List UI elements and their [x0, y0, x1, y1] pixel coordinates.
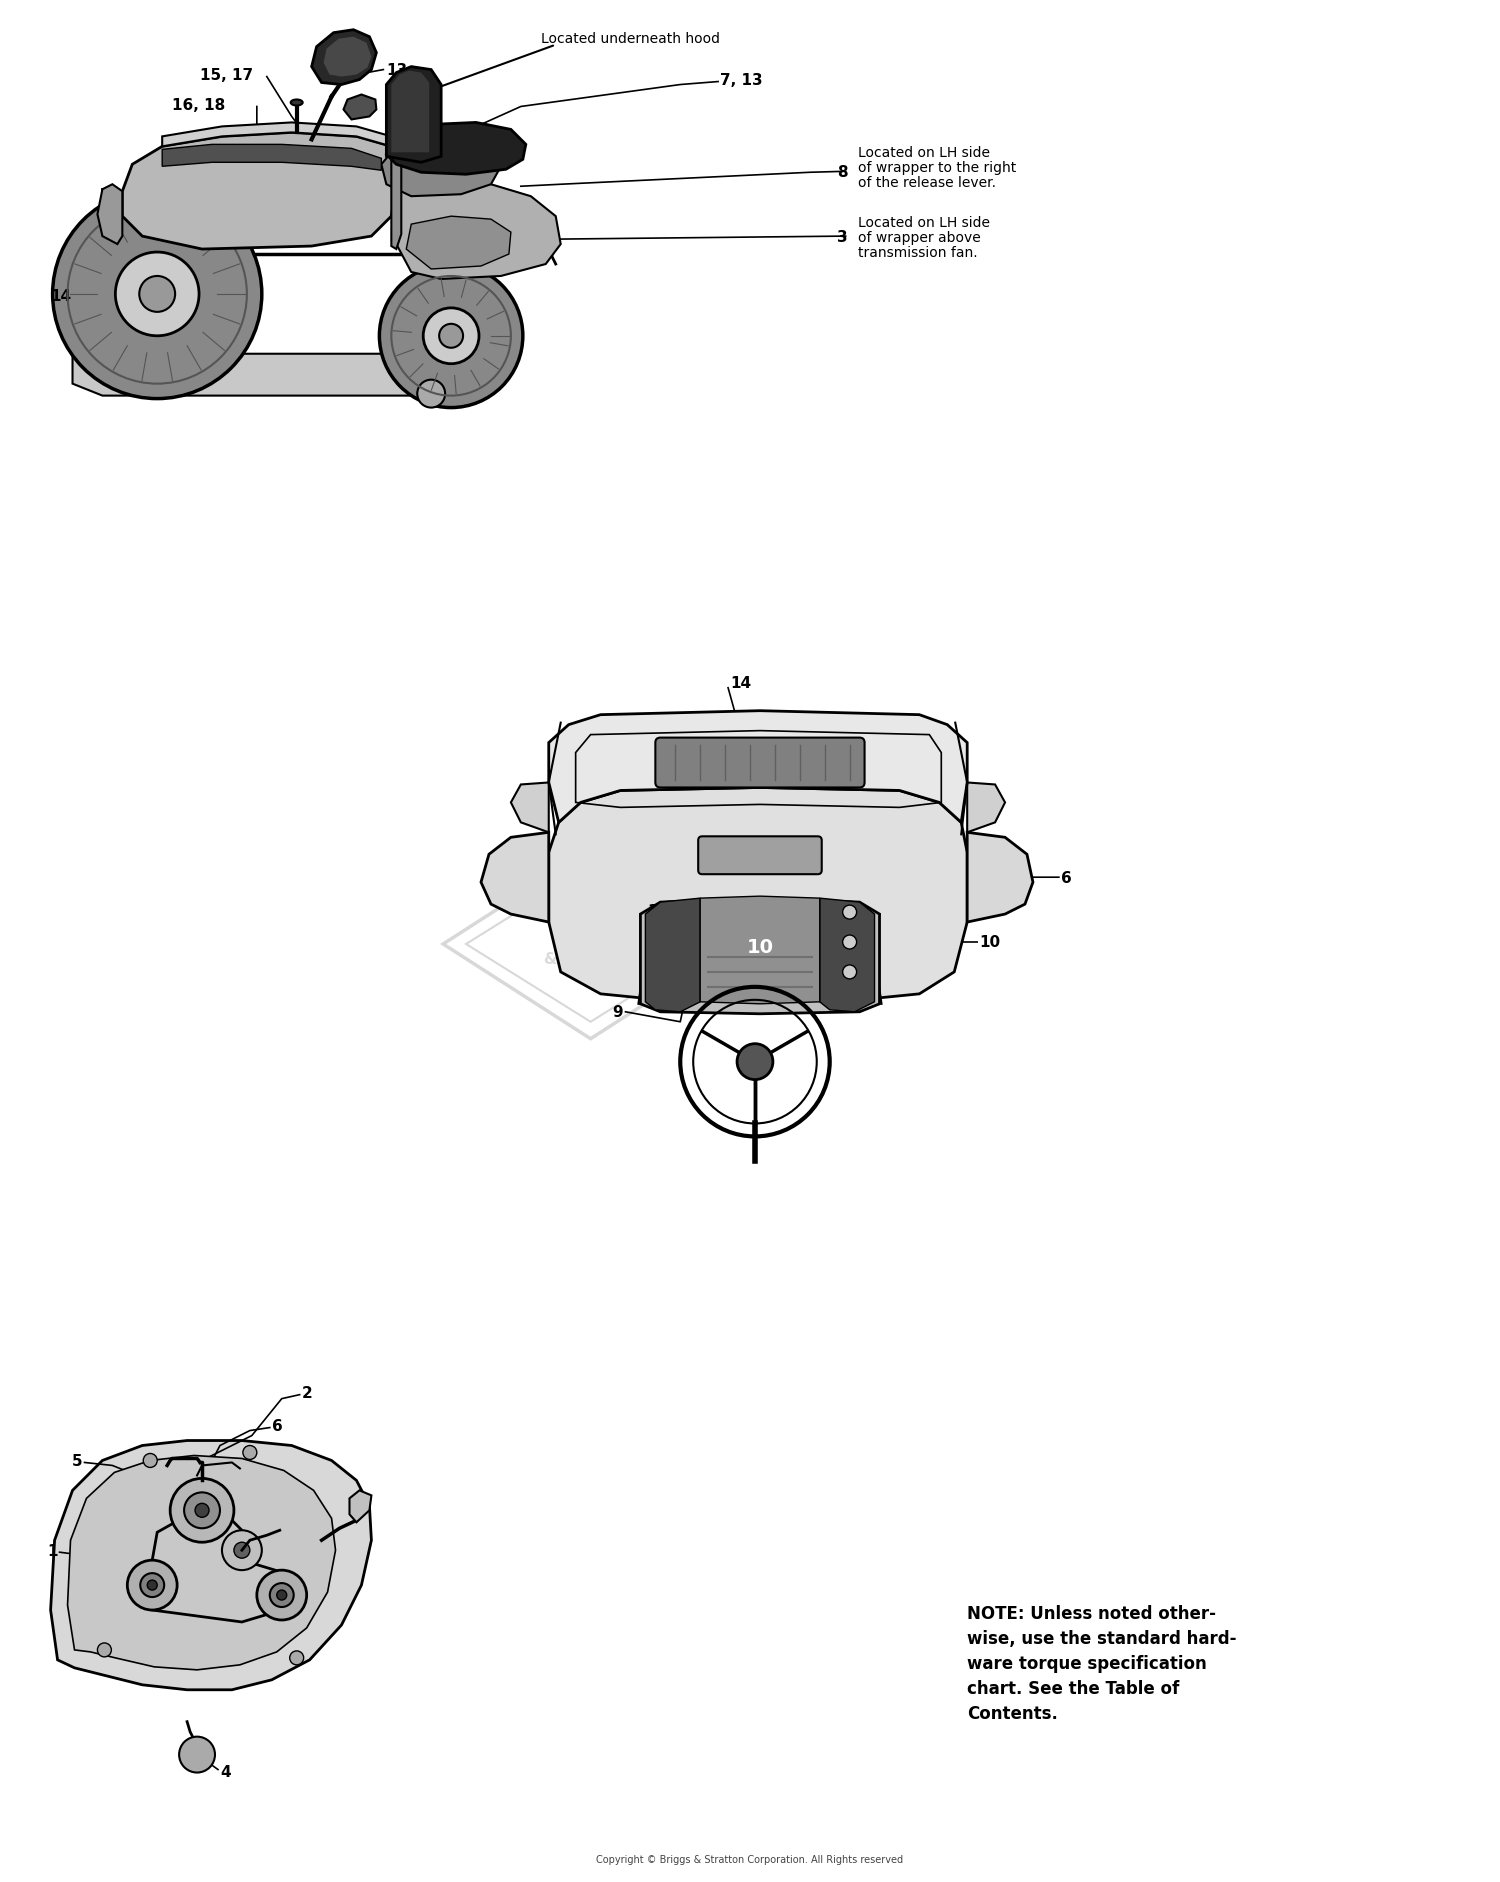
Circle shape — [423, 309, 478, 365]
Circle shape — [128, 1560, 177, 1611]
Polygon shape — [123, 134, 396, 250]
Polygon shape — [162, 124, 392, 147]
Polygon shape — [324, 38, 372, 77]
Circle shape — [141, 1573, 164, 1598]
Polygon shape — [51, 1442, 372, 1690]
Polygon shape — [392, 72, 429, 152]
Text: 10: 10 — [980, 935, 1000, 950]
Circle shape — [440, 326, 464, 348]
Polygon shape — [549, 789, 968, 1005]
Polygon shape — [392, 137, 402, 250]
Circle shape — [278, 1590, 286, 1600]
Text: transmission fan.: transmission fan. — [858, 247, 976, 260]
Polygon shape — [387, 68, 441, 164]
Text: 5: 5 — [72, 1453, 82, 1468]
Text: Located on LH side: Located on LH side — [858, 216, 990, 230]
Circle shape — [144, 1453, 158, 1468]
Text: 1: 1 — [46, 1543, 57, 1558]
Polygon shape — [406, 216, 512, 269]
Polygon shape — [819, 898, 874, 1013]
Text: 13: 13 — [387, 62, 408, 77]
Polygon shape — [549, 711, 968, 822]
Circle shape — [195, 1504, 208, 1517]
Polygon shape — [98, 184, 123, 245]
Polygon shape — [700, 896, 819, 1005]
Text: Copyright © Briggs & Stratton Corporation. All Rights reserved: Copyright © Briggs & Stratton Corporatio… — [597, 1854, 903, 1865]
Circle shape — [417, 380, 446, 408]
Text: 3: 3 — [837, 230, 848, 245]
Polygon shape — [968, 783, 1005, 834]
Circle shape — [184, 1492, 220, 1528]
Circle shape — [170, 1479, 234, 1543]
Text: 2: 2 — [302, 1385, 312, 1400]
Polygon shape — [396, 166, 561, 280]
Circle shape — [234, 1543, 250, 1558]
Polygon shape — [162, 145, 381, 171]
Polygon shape — [512, 783, 549, 834]
Circle shape — [843, 905, 856, 920]
Text: &STRATTON: &STRATTON — [543, 952, 648, 967]
Circle shape — [116, 252, 200, 337]
Circle shape — [178, 1737, 214, 1773]
Text: 10: 10 — [747, 937, 774, 956]
Polygon shape — [640, 898, 879, 1014]
Polygon shape — [645, 898, 700, 1013]
Polygon shape — [344, 96, 376, 120]
Circle shape — [290, 1651, 303, 1666]
Text: 16, 18: 16, 18 — [172, 98, 225, 113]
Text: 15, 17: 15, 17 — [200, 68, 254, 83]
Circle shape — [98, 1643, 111, 1656]
Circle shape — [147, 1581, 158, 1590]
Circle shape — [243, 1445, 256, 1460]
Text: Located on LH side: Located on LH side — [858, 147, 990, 160]
Text: Located underneath hood: Located underneath hood — [542, 32, 720, 45]
Text: NOTE: Unless noted other-
wise, use the standard hard-
ware torque specification: NOTE: Unless noted other- wise, use the … — [966, 1605, 1236, 1722]
Text: 9: 9 — [612, 1005, 622, 1020]
Polygon shape — [350, 1491, 372, 1523]
FancyBboxPatch shape — [656, 738, 864, 789]
Text: of the release lever.: of the release lever. — [858, 177, 996, 190]
Polygon shape — [312, 30, 376, 85]
Text: 4: 4 — [220, 1763, 231, 1778]
Circle shape — [843, 935, 856, 950]
Text: 8: 8 — [837, 166, 848, 179]
Polygon shape — [482, 834, 549, 922]
Text: of wrapper above: of wrapper above — [858, 231, 981, 245]
Circle shape — [380, 265, 524, 408]
Text: 7, 13: 7, 13 — [720, 73, 762, 88]
Polygon shape — [381, 137, 501, 198]
Polygon shape — [72, 354, 476, 397]
Text: 11: 11 — [648, 903, 669, 918]
Text: 14: 14 — [51, 290, 72, 305]
Circle shape — [140, 277, 176, 312]
Text: of wrapper to the right: of wrapper to the right — [858, 162, 1016, 175]
Polygon shape — [968, 834, 1034, 922]
Circle shape — [53, 190, 262, 399]
Circle shape — [843, 965, 856, 979]
Circle shape — [736, 1045, 772, 1080]
Text: 6: 6 — [272, 1419, 282, 1434]
Polygon shape — [68, 1455, 336, 1669]
Circle shape — [270, 1583, 294, 1607]
Text: BRIGGS: BRIGGS — [556, 920, 634, 939]
Text: 14: 14 — [730, 676, 752, 691]
Polygon shape — [387, 124, 526, 175]
Ellipse shape — [291, 100, 303, 107]
Circle shape — [256, 1570, 306, 1620]
Text: 6: 6 — [1060, 869, 1071, 885]
Circle shape — [222, 1530, 262, 1570]
FancyBboxPatch shape — [698, 837, 822, 875]
